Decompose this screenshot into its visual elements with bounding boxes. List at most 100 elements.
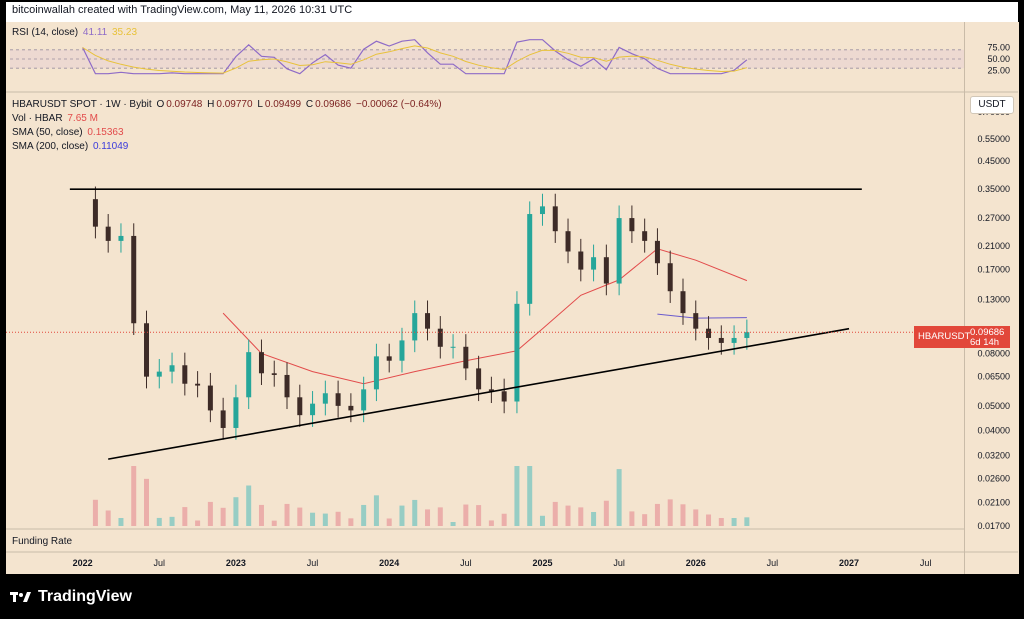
rsi-tick-label: 25.00 — [987, 66, 1010, 76]
rsi-tick-label: 75.00 — [987, 43, 1010, 53]
y-tick-label: 0.35000 — [977, 184, 1010, 194]
candle-body — [399, 340, 405, 361]
rsi-legend: RSI (14, close) 41.11 35.23 — [12, 27, 139, 38]
volume-bar — [246, 485, 252, 526]
candle-body — [667, 263, 673, 292]
candle-body — [450, 346, 456, 348]
x-tick-label: Jul — [154, 558, 166, 568]
volume-bar — [667, 499, 673, 526]
volume-bar — [603, 500, 609, 526]
x-tick-label: 2026 — [686, 558, 706, 568]
price-tag-countdown: 6d 14h — [970, 337, 1000, 348]
volume-bar — [258, 504, 264, 526]
volume-bar — [654, 503, 660, 526]
volume-bar — [539, 515, 545, 526]
volume-bar — [706, 514, 712, 526]
x-tick-label: Jul — [460, 558, 472, 568]
candle-body — [718, 337, 724, 343]
sma200-value: 0.11049 — [92, 141, 129, 152]
volume-bar — [629, 511, 635, 526]
rsi-value: 41.11 — [82, 27, 108, 38]
volume-bar — [552, 501, 558, 526]
volume-bar — [92, 499, 98, 526]
candle-body — [539, 206, 545, 215]
candle-body — [501, 391, 507, 402]
price-tag-symbol: HBARUSDT — [918, 331, 971, 342]
candle-body — [476, 368, 482, 390]
y-tick-label: 0.55000 — [977, 134, 1010, 144]
candle-body — [297, 397, 303, 416]
rsi-ma-value: 35.23 — [112, 27, 138, 38]
trendlines — [6, 188, 964, 460]
x-tick-label: Jul — [613, 558, 625, 568]
candle-body — [233, 397, 239, 428]
candle-body — [310, 403, 316, 416]
volume-bar — [156, 517, 162, 526]
tradingview-logo[interactable]: TradingView — [10, 588, 132, 606]
candle-body — [271, 373, 277, 375]
sma50-legend: SMA (50, close) 0.15363 — [12, 127, 126, 138]
candle-body — [169, 365, 175, 372]
candle-body — [642, 231, 648, 241]
price-axis[interactable] — [964, 22, 1019, 574]
y-tick-label: 0.02600 — [977, 474, 1010, 484]
price-tag: HBARUSDT 0.09686 6d 14h — [914, 326, 1010, 348]
volume-bar — [144, 478, 150, 526]
change-value: −0.00062 (−0.64%) — [356, 99, 442, 110]
candle-body — [425, 313, 431, 329]
candle-body — [591, 257, 597, 270]
candle-body — [348, 405, 354, 411]
y-tick-label: 0.04000 — [977, 426, 1010, 436]
volume-bar — [591, 511, 597, 526]
candle-body — [92, 199, 98, 227]
volume-bar — [437, 507, 443, 526]
volume-bar — [412, 499, 418, 526]
volume-bar — [118, 517, 124, 526]
candle-body — [463, 346, 469, 369]
sma200-line — [657, 313, 747, 319]
x-tick-label: Jul — [920, 558, 932, 568]
candle-body — [105, 226, 111, 241]
volume-bar — [131, 466, 137, 526]
candle-body — [412, 313, 418, 341]
x-tick-label: Jul — [767, 558, 779, 568]
axes: 0.700000.550000.450000.350000.270000.210… — [6, 91, 1018, 568]
volume-bar — [322, 513, 328, 526]
x-tick-label: 2022 — [73, 558, 93, 568]
candle-body — [207, 385, 213, 411]
candle-body — [706, 328, 712, 338]
volume-bar — [195, 520, 201, 526]
rsi-tick-label: 50.00 — [987, 54, 1010, 64]
candle-body — [744, 332, 750, 338]
volume-bar — [578, 507, 584, 526]
candle-body — [144, 323, 150, 377]
sma50-value: 0.15363 — [87, 127, 124, 138]
sma200-label: SMA (200, close) — [12, 141, 89, 152]
currency-button[interactable]: USDT — [970, 96, 1014, 114]
candle-body — [322, 393, 328, 404]
open-label: O — [156, 99, 165, 110]
candle-body — [284, 374, 290, 398]
high-label: H — [207, 99, 215, 110]
volume-bar — [373, 495, 379, 526]
tradingview-wordmark: TradingView — [38, 588, 132, 605]
candle-body — [118, 235, 124, 241]
candle-body — [565, 231, 571, 252]
volume-bar — [450, 522, 456, 526]
volume-bar — [220, 507, 226, 526]
x-tick-label: 2023 — [226, 558, 246, 568]
y-tick-label: 0.05000 — [977, 401, 1010, 411]
high-value: 0.09770 — [216, 99, 253, 110]
volume-bar — [744, 517, 750, 526]
volume-bar — [488, 520, 494, 526]
volume-bar — [463, 504, 469, 526]
header-bar — [6, 2, 1018, 22]
volume-bar — [169, 516, 175, 526]
volume-bar — [514, 466, 520, 526]
volume-bar — [297, 507, 303, 526]
volume-bar — [527, 466, 533, 526]
y-tick-label: 0.02100 — [977, 497, 1010, 507]
volume-bar — [386, 518, 392, 526]
candle-body — [527, 214, 533, 304]
